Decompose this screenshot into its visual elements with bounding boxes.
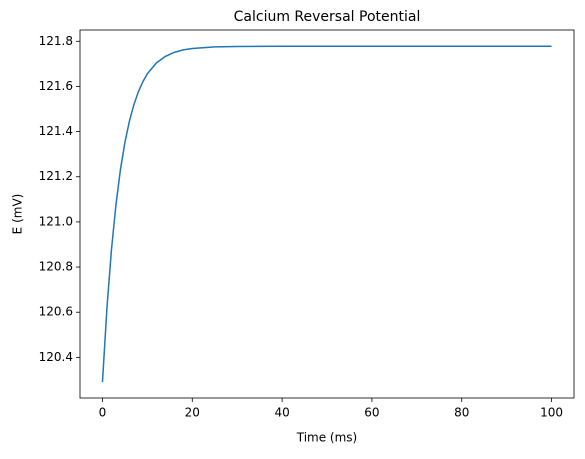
- x-tick-label: 60: [364, 406, 379, 420]
- y-tick-label: 121.4: [39, 124, 73, 138]
- y-tick-label: 121.0: [39, 214, 73, 228]
- x-tick-label: 0: [99, 406, 107, 420]
- y-tick-label: 121.8: [39, 34, 73, 48]
- y-tick-label: 120.8: [39, 260, 73, 274]
- x-tick-label: 40: [274, 406, 289, 420]
- y-tick-label: 120.4: [39, 350, 73, 364]
- plot-frame: [79, 29, 575, 399]
- y-tick-label: 121.2: [39, 169, 73, 183]
- y-tick-label: 120.6: [39, 305, 73, 319]
- x-tick-label: 20: [185, 406, 200, 420]
- line-series: [101, 45, 552, 383]
- y-tick-label: 121.6: [39, 79, 73, 93]
- y-axis-label: E (mV): [11, 194, 25, 235]
- x-tick-label: 100: [540, 406, 563, 420]
- chart-title: Calcium Reversal Potential: [234, 9, 421, 25]
- x-tick-label: 80: [454, 406, 469, 420]
- x-axis-label: Time (ms): [296, 431, 358, 445]
